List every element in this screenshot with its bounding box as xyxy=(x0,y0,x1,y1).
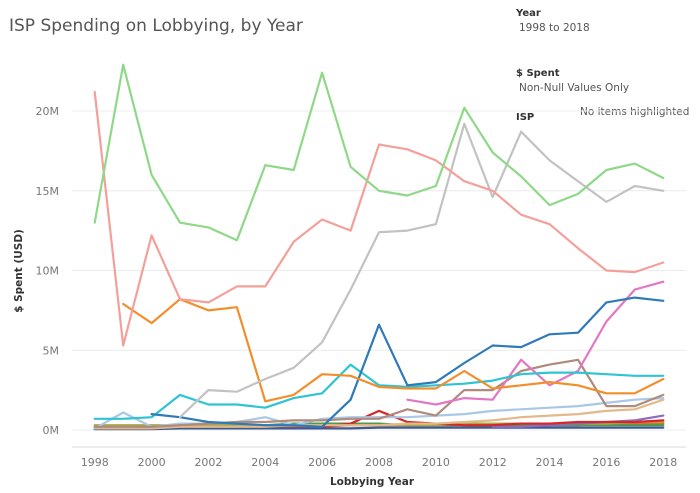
legend-year-heading: Year xyxy=(515,8,541,19)
x-tick-label: 2010 xyxy=(422,456,450,469)
legend-panel: Year 1998 to 2018 $ Spent Non-Null Value… xyxy=(515,8,689,123)
legend-year-range[interactable]: 1998 to 2018 xyxy=(519,22,590,34)
x-tick-labels: 1998 2000 2002 2004 2006 2008 2010 2012 2014 2016… xyxy=(81,456,678,469)
x-tick-label: 2008 xyxy=(365,456,393,469)
legend-spent-heading: $ Spent xyxy=(516,68,560,79)
chart-title: ISP Spending on Lobbying, by Year xyxy=(9,16,303,36)
y-tick-label: 10M xyxy=(36,265,60,278)
legend-spent-filter[interactable]: Non-Null Values Only xyxy=(519,82,629,94)
y-tick-label: 15M xyxy=(36,185,60,198)
x-tick-label: 2004 xyxy=(251,456,279,469)
x-tick-label: 2018 xyxy=(649,456,677,469)
x-tick-label: 2014 xyxy=(536,456,564,469)
series-line-dark-red[interactable] xyxy=(321,409,665,428)
y-tick-label: 5M xyxy=(43,344,60,357)
series-line-blue[interactable] xyxy=(150,296,665,428)
series-line-salmon[interactable] xyxy=(93,90,665,347)
x-tick-label: 2016 xyxy=(592,456,620,469)
series-line-teal[interactable] xyxy=(93,363,665,420)
x-tick-label: 2006 xyxy=(308,456,336,469)
series-line-green[interactable] xyxy=(93,63,665,242)
y-axis-title: $ Spent (USD) xyxy=(13,229,25,313)
x-tick-label: 1998 xyxy=(81,456,109,469)
y-tick-labels: 0M 5M 10M 15M 20M xyxy=(36,105,60,437)
series-line-navy[interactable] xyxy=(93,426,665,431)
legend-highlight-status: No items highlighted xyxy=(580,106,689,118)
series-line-gray[interactable] xyxy=(178,122,665,419)
gridlines xyxy=(72,110,686,431)
series-line-tan[interactable] xyxy=(93,398,665,430)
y-tick-label: 0M xyxy=(43,424,60,437)
series-line-orange[interactable] xyxy=(122,298,665,403)
legend-isp-heading: ISP xyxy=(516,112,534,123)
series-line-purple[interactable] xyxy=(491,414,665,428)
series-lines xyxy=(93,63,665,431)
series-line-brown[interactable] xyxy=(93,358,665,428)
y-tick-label: 20M xyxy=(36,105,60,118)
x-tick-label: 2002 xyxy=(194,456,222,469)
x-tick-label: 2000 xyxy=(138,456,166,469)
x-axis-title: Lobbying Year xyxy=(330,476,415,488)
x-tick-label: 2012 xyxy=(479,456,507,469)
